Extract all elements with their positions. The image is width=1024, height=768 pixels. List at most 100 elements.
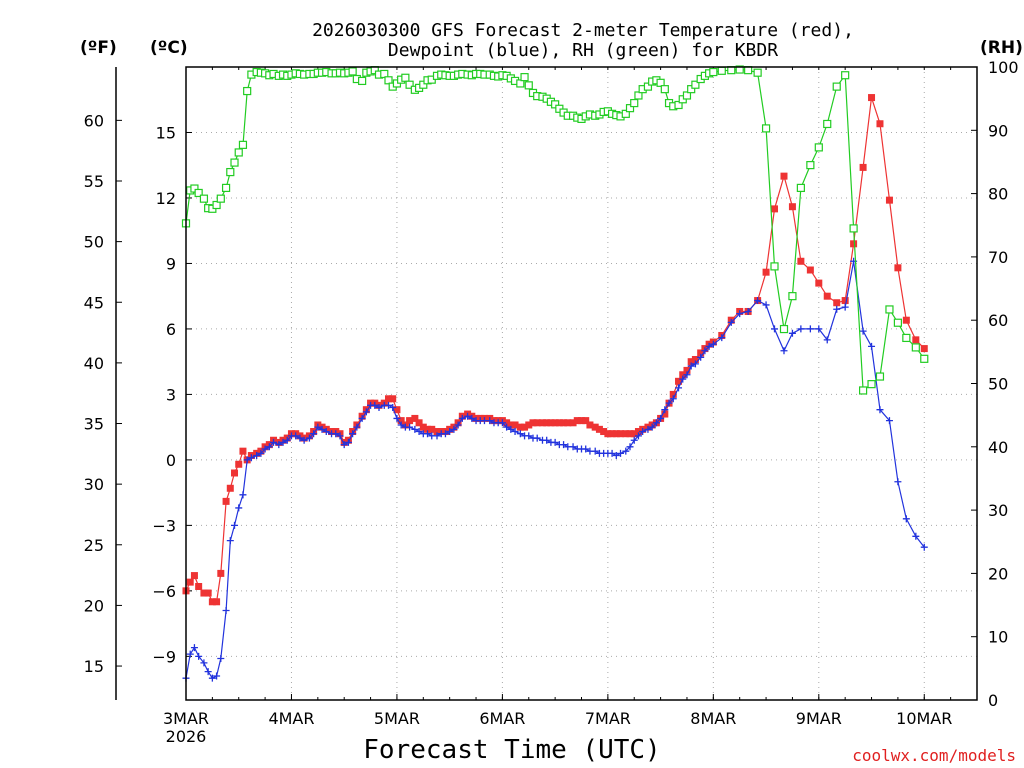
dewpoint-point bbox=[868, 342, 876, 350]
fahrenheit-tick-label: 50 bbox=[84, 233, 104, 252]
temperature-point bbox=[691, 355, 699, 363]
dewpoint-point bbox=[190, 644, 198, 652]
chart-subtitle: Dewpoint (blue), RH (green) for KBDR bbox=[388, 40, 778, 61]
dewpoint-point bbox=[200, 659, 208, 667]
dewpoint-point bbox=[239, 491, 247, 499]
temperature-point bbox=[204, 589, 212, 597]
dewpoint-point bbox=[762, 301, 770, 309]
dewpoint-point bbox=[318, 425, 326, 433]
temperature-point bbox=[384, 395, 392, 403]
rh-point bbox=[770, 262, 779, 271]
rh-point bbox=[849, 224, 858, 233]
dewpoint-line bbox=[185, 261, 925, 679]
rh-point bbox=[194, 188, 203, 198]
dewpoint-point bbox=[247, 454, 255, 462]
dewpoint-point bbox=[902, 515, 910, 523]
dewpoint-point bbox=[231, 521, 239, 529]
temperature-point bbox=[608, 430, 616, 438]
rh-point bbox=[656, 78, 665, 87]
temperature-point bbox=[885, 196, 893, 204]
celsius-tick-label: −6 bbox=[152, 582, 176, 601]
dewpoint-point bbox=[815, 325, 823, 333]
dewpoint-point bbox=[920, 543, 928, 551]
dewpoint-point bbox=[397, 421, 405, 429]
rh-point bbox=[735, 65, 744, 74]
dewpoint-point bbox=[450, 425, 458, 433]
dewpoint-point bbox=[406, 423, 414, 431]
dewpoint-point bbox=[371, 401, 379, 409]
temperature-point bbox=[797, 257, 805, 265]
celsius-tick-label: 0 bbox=[166, 451, 176, 470]
rh-unit-label: (RH) bbox=[980, 38, 1023, 58]
rh-point bbox=[885, 305, 894, 314]
temperature-point bbox=[661, 410, 669, 418]
dewpoint-point bbox=[362, 408, 370, 416]
temperature-point bbox=[591, 423, 599, 431]
dewpoint-point bbox=[389, 404, 397, 412]
dewpoint-point bbox=[648, 423, 656, 431]
dewpoint-point bbox=[336, 432, 344, 440]
dewpoint-point bbox=[582, 445, 590, 453]
dewpoint-point bbox=[222, 607, 230, 615]
dewpoint-point bbox=[270, 438, 278, 446]
dewpoint-point bbox=[661, 406, 669, 414]
dewpoint-point bbox=[912, 532, 920, 540]
dewpoint-point bbox=[644, 425, 652, 433]
temperature-point bbox=[217, 569, 225, 577]
dewpoint-point bbox=[384, 401, 392, 409]
dewpoint-point bbox=[375, 404, 383, 412]
dewpoint-point bbox=[665, 399, 673, 407]
fahrenheit-unit-label: (ºF) bbox=[80, 38, 117, 58]
dewpoint-point bbox=[446, 428, 454, 436]
temperature-point bbox=[406, 417, 414, 425]
rh-point bbox=[893, 318, 903, 327]
celsius-tick-label: −3 bbox=[152, 516, 176, 535]
temperature-point bbox=[573, 417, 581, 425]
rh-tick-label: 50 bbox=[988, 375, 1008, 394]
dewpoint-point bbox=[885, 417, 893, 425]
dewpoint-point bbox=[569, 443, 577, 451]
dewpoint-point bbox=[275, 441, 283, 449]
dewpoint-point bbox=[806, 325, 814, 333]
dewpoint-point bbox=[718, 334, 726, 342]
temperature-point bbox=[683, 366, 691, 374]
rh-tick-label: 60 bbox=[988, 311, 1008, 330]
dewpoint-point bbox=[322, 428, 330, 436]
temperature-point bbox=[780, 172, 788, 180]
time-tick-label: 8MAR bbox=[690, 709, 736, 728]
temperature-point bbox=[679, 371, 687, 379]
dewpoint-point bbox=[253, 452, 261, 460]
temperature-point bbox=[912, 336, 920, 344]
temperature-point bbox=[582, 417, 590, 425]
dewpoint-point bbox=[639, 428, 647, 436]
rh-tick-label: 70 bbox=[988, 248, 1008, 267]
dewpoint-point bbox=[709, 340, 717, 348]
temperature-point bbox=[190, 572, 198, 580]
celsius-unit-label: (ºC) bbox=[150, 38, 188, 58]
temperature-line bbox=[185, 97, 925, 603]
celsius-tick-label: 6 bbox=[166, 320, 176, 339]
fahrenheit-tick-label: 40 bbox=[84, 354, 104, 373]
credit-text: coolwx.com/models bbox=[852, 746, 1016, 765]
dewpoint-point bbox=[744, 307, 752, 315]
dewpoint-point bbox=[634, 432, 642, 440]
temperature-point bbox=[617, 430, 625, 438]
dewpoint-point bbox=[788, 329, 796, 337]
temperature-point bbox=[841, 297, 849, 305]
dewpoint-point bbox=[195, 652, 203, 660]
rh-point bbox=[238, 140, 248, 149]
rh-point bbox=[230, 158, 239, 167]
dewpoint-point bbox=[876, 406, 884, 414]
rh-point bbox=[867, 380, 876, 389]
fahrenheit-tick-label: 55 bbox=[84, 172, 104, 191]
celsius-tick-label: 15 bbox=[156, 123, 176, 142]
temperature-point bbox=[586, 421, 594, 429]
dewpoint-point bbox=[261, 445, 269, 453]
dewpoint-point bbox=[314, 423, 322, 431]
temperature-point bbox=[235, 460, 243, 468]
dewpoint-point bbox=[454, 421, 462, 429]
dewpoint-point bbox=[691, 360, 699, 368]
rh-point bbox=[226, 167, 235, 177]
rh-point bbox=[524, 81, 533, 90]
